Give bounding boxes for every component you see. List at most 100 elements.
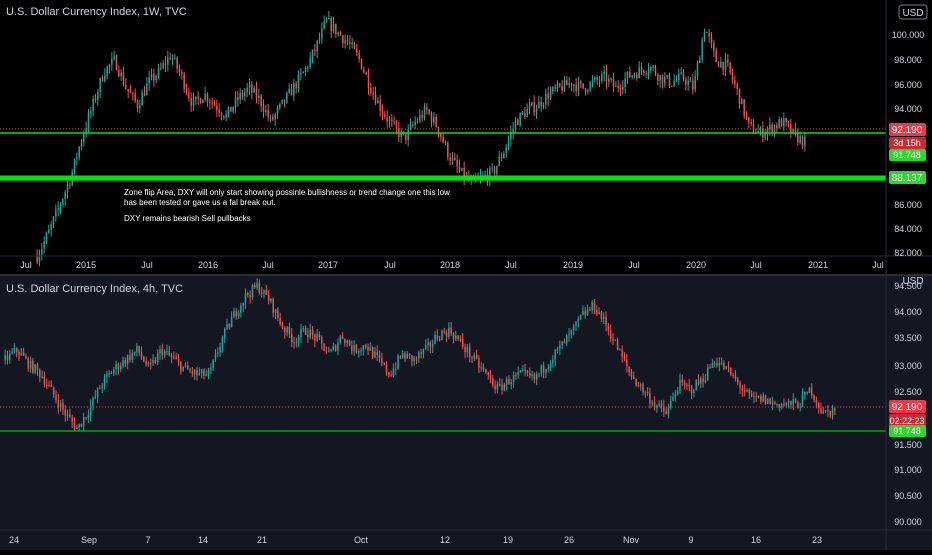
bottom-candle (676, 390, 679, 395)
top-candle (706, 32, 708, 34)
bottom-candle (767, 398, 769, 404)
bottom-candle (311, 329, 314, 335)
bottom-candle (591, 302, 593, 311)
top-candle (407, 128, 409, 141)
top-candle (510, 132, 512, 140)
top-candle (708, 32, 710, 37)
bottom-time-axis[interactable]: 24 Sep 7 14 21 Oct 12 19 26 Nov 9 16 23 (9, 535, 822, 545)
bottom-candle (434, 335, 436, 344)
top-candle (687, 81, 689, 85)
bottom-candle (429, 342, 432, 347)
top-candle (545, 93, 547, 105)
bottom-candle (401, 353, 404, 358)
bottom-candle (212, 360, 214, 368)
top-candle (801, 136, 804, 146)
top-price-axis[interactable]: 100.000 98.000 96.000 94.000 86.000 84.000 82.… (892, 30, 925, 258)
bottom-candle (170, 355, 173, 358)
top-candle (374, 93, 377, 104)
bottom-candle (184, 365, 187, 367)
top-candle (722, 61, 724, 71)
top-y-tick-label: 86.000 (894, 200, 922, 210)
top-time-axis[interactable]: Jul 2015 Jul 2016 Jul 2017 Jul 2018 Jul 2019 Jul 20… (20, 260, 884, 270)
top-candle (108, 64, 111, 67)
top-candle (43, 241, 45, 249)
bottom-candle (700, 378, 702, 385)
bottom-price-axis[interactable]: 94.500 94.000 93.500 93.000 92.500 91.500 91.0… (894, 281, 922, 527)
bottom-candle (374, 351, 376, 358)
bottom-candle (168, 351, 170, 356)
top-candle (66, 184, 69, 193)
top-candle (141, 92, 143, 106)
top-candle (566, 79, 568, 86)
top-candle (540, 101, 542, 107)
bottom-candle (41, 376, 43, 378)
bottom-candle (6, 355, 9, 360)
top-candle (771, 124, 773, 133)
top-annotation[interactable]: Zone flip Area, DXY will only start show… (124, 188, 450, 223)
top-candle (386, 117, 388, 122)
top-candle (290, 88, 293, 96)
top-x-tick-label: 2021 (808, 260, 828, 270)
top-candle (321, 28, 323, 39)
top-candle (132, 93, 134, 95)
top-x-tick-label: 2015 (76, 260, 96, 270)
top-candle (514, 120, 517, 129)
top-candle (148, 77, 150, 84)
top-candle (122, 72, 125, 85)
top-candle (419, 114, 421, 122)
top-candle (619, 88, 622, 90)
top-candle (197, 96, 199, 99)
bottom-candle (78, 423, 80, 428)
top-candle (395, 122, 398, 129)
bottom-y-tick-label: 91.000 (894, 465, 922, 475)
top-candle (52, 216, 55, 225)
pane-divider[interactable] (0, 274, 932, 276)
bottom-countdown: 02:22:23 (889, 416, 924, 426)
top-candle (731, 72, 734, 81)
top-annotation-line-3: DXY remains bearish Sell pullbacks (124, 214, 251, 223)
top-candle (183, 74, 185, 89)
bottom-candle (554, 349, 556, 360)
bottom-candle (529, 373, 531, 376)
top-candle (435, 116, 437, 127)
bottom-candle (674, 394, 677, 397)
bottom-candle (570, 330, 573, 335)
bottom-candle (101, 386, 103, 389)
bottom-candle (108, 372, 110, 375)
bottom-candle (422, 348, 425, 354)
top-currency-button[interactable] (898, 4, 928, 20)
bottom-candle (760, 395, 762, 402)
top-candle (612, 78, 615, 87)
bottom-candle (577, 319, 580, 322)
top-candle (596, 77, 598, 81)
bottom-candle (193, 369, 196, 374)
top-candle (134, 93, 136, 102)
bottom-candle (39, 369, 41, 378)
bottom-candle (119, 366, 122, 370)
bottom-candle (64, 409, 66, 416)
top-levels (0, 128, 886, 181)
bottom-candle (512, 374, 515, 383)
bottom-candle (284, 327, 286, 333)
bottom-candle (161, 349, 164, 356)
top-candle (610, 78, 612, 80)
bottom-candle (92, 397, 94, 406)
top-y-tick-label: 96.000 (894, 80, 922, 90)
bottom-candle (670, 400, 672, 408)
top-candle (526, 108, 528, 117)
bottom-candle (644, 392, 647, 394)
top-candle (736, 84, 738, 89)
bottom-candle (579, 314, 582, 320)
bottom-candle (138, 345, 140, 353)
top-candle (195, 96, 197, 100)
bottom-candle (505, 378, 508, 385)
bottom-candle (304, 328, 307, 335)
bottom-candle (383, 363, 385, 365)
top-candle (220, 113, 223, 117)
top-candle (421, 114, 423, 119)
top-candle (759, 127, 762, 132)
bottom-candle (487, 372, 489, 376)
top-candle (99, 78, 101, 92)
bottom-candle (561, 341, 563, 346)
bottom-candle (637, 385, 640, 387)
